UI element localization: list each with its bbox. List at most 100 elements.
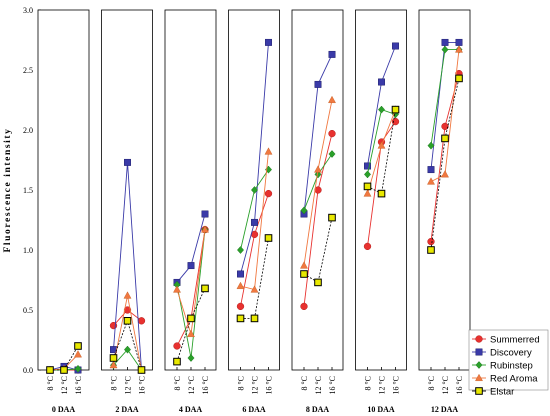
- x-tick-label: 12 °C: [60, 376, 69, 395]
- y-axis-label: Fluorescence intensity: [3, 128, 13, 253]
- data-point: [109, 354, 118, 362]
- facet-panel: 8 °C 12 °C 16 °C 12 DAA: [418, 9, 471, 414]
- y-tick-label: 1.5: [23, 186, 33, 195]
- data-point: [455, 45, 463, 53]
- legend-label: Summerred: [490, 334, 540, 345]
- panel-frame: [101, 9, 153, 371]
- data-point: [427, 141, 435, 150]
- data-point: [201, 225, 209, 233]
- data-point: [60, 366, 68, 374]
- facet-panel: 8 °C 12 °C 16 °C 10 DAA: [355, 9, 407, 414]
- y-tick-label: 2.5: [23, 66, 33, 75]
- data-point: [377, 189, 386, 198]
- data-point: [378, 78, 385, 86]
- legend-marker: [475, 335, 483, 343]
- data-point: [250, 314, 259, 323]
- data-point: [364, 170, 371, 179]
- data-point: [187, 262, 195, 270]
- panel-title: 0 DAA: [52, 405, 76, 414]
- x-tick-label: 12 °C: [187, 376, 196, 395]
- data-point: [264, 234, 273, 242]
- x-tick-label: 8 °C: [300, 376, 309, 391]
- data-point: [328, 150, 336, 158]
- panel-title: 6 DAA: [242, 405, 266, 414]
- data-point: [441, 45, 449, 54]
- data-point: [123, 291, 132, 299]
- data-point: [328, 129, 336, 138]
- data-point: [250, 285, 259, 293]
- x-tick-label: 16 °C: [74, 376, 83, 395]
- facet-panel: 8 °C 12 °C 16 °C 6 DAA: [228, 9, 280, 414]
- data-point: [237, 246, 244, 254]
- series-line: [176, 288, 206, 362]
- data-point: [427, 177, 435, 185]
- data-point: [237, 270, 244, 278]
- data-point: [300, 206, 308, 215]
- legend-marker: [475, 348, 483, 356]
- data-point: [300, 261, 308, 269]
- data-point: [314, 80, 322, 88]
- x-tick-label: 16 °C: [138, 376, 147, 395]
- data-point: [363, 189, 372, 197]
- data-point: [300, 270, 308, 278]
- x-tick-label: 12 °C: [441, 376, 450, 395]
- x-tick-label: 8 °C: [237, 376, 246, 391]
- x-tick-label: 16 °C: [328, 376, 337, 395]
- data-point: [314, 278, 322, 287]
- data-point: [137, 317, 146, 325]
- x-tick-label: 8 °C: [364, 376, 373, 391]
- x-tick-label: 8 °C: [427, 376, 436, 391]
- data-point: [187, 329, 195, 337]
- data-point: [328, 95, 336, 104]
- data-point: [251, 218, 258, 226]
- y-tick-label: 1.0: [23, 246, 33, 255]
- data-point: [74, 342, 82, 350]
- legend-marker: [475, 387, 483, 395]
- x-tick-label: 12 °C: [378, 376, 387, 395]
- data-point: [109, 360, 118, 369]
- data-point: [427, 246, 435, 254]
- data-point: [187, 314, 195, 323]
- x-tick-label: 16 °C: [455, 376, 464, 395]
- data-point: [427, 237, 435, 246]
- data-point: [236, 314, 245, 323]
- panel-title: 12 DAA: [431, 405, 459, 414]
- facet-panels: 8 °C 12 °C 16 °C 0 DAA 8 °C 12 °C 16 °C 2 DAA 8 …: [37, 9, 471, 414]
- data-point: [328, 213, 336, 222]
- data-point: [173, 342, 181, 350]
- legend-marker: [475, 373, 483, 381]
- data-point: [173, 285, 181, 293]
- legend-label: Rubinstep: [490, 360, 533, 371]
- data-point: [441, 170, 449, 178]
- facet-panel: 8 °C 12 °C 16 °C 0 DAA: [37, 9, 90, 414]
- data-point: [137, 366, 146, 374]
- panel-title: 2 DAA: [115, 405, 139, 414]
- x-tick-label: 16 °C: [265, 376, 274, 395]
- data-point: [173, 357, 181, 366]
- legend-marker: [475, 361, 483, 369]
- x-tick-label: 12 °C: [314, 376, 323, 395]
- data-point: [46, 366, 54, 374]
- x-tick-label: 16 °C: [392, 376, 401, 395]
- data-point: [187, 354, 195, 362]
- data-point: [377, 141, 386, 149]
- data-point: [427, 166, 435, 174]
- data-point: [441, 122, 449, 131]
- data-point: [74, 350, 82, 358]
- y-tick-label: 0.0: [23, 366, 33, 375]
- data-point: [392, 42, 399, 50]
- panel-title: 8 DAA: [306, 405, 330, 414]
- panel-frame: [418, 9, 471, 371]
- data-point: [124, 158, 131, 166]
- data-point: [264, 189, 273, 198]
- data-point: [363, 182, 372, 191]
- y-tick-label: 2.0: [23, 126, 33, 135]
- y-tick-label: 0.5: [23, 306, 33, 315]
- data-point: [314, 165, 322, 173]
- data-point: [441, 134, 449, 143]
- data-point: [236, 302, 245, 311]
- data-point: [328, 50, 336, 58]
- panel-title: 4 DAA: [179, 405, 203, 414]
- x-tick-label: 12 °C: [124, 376, 133, 395]
